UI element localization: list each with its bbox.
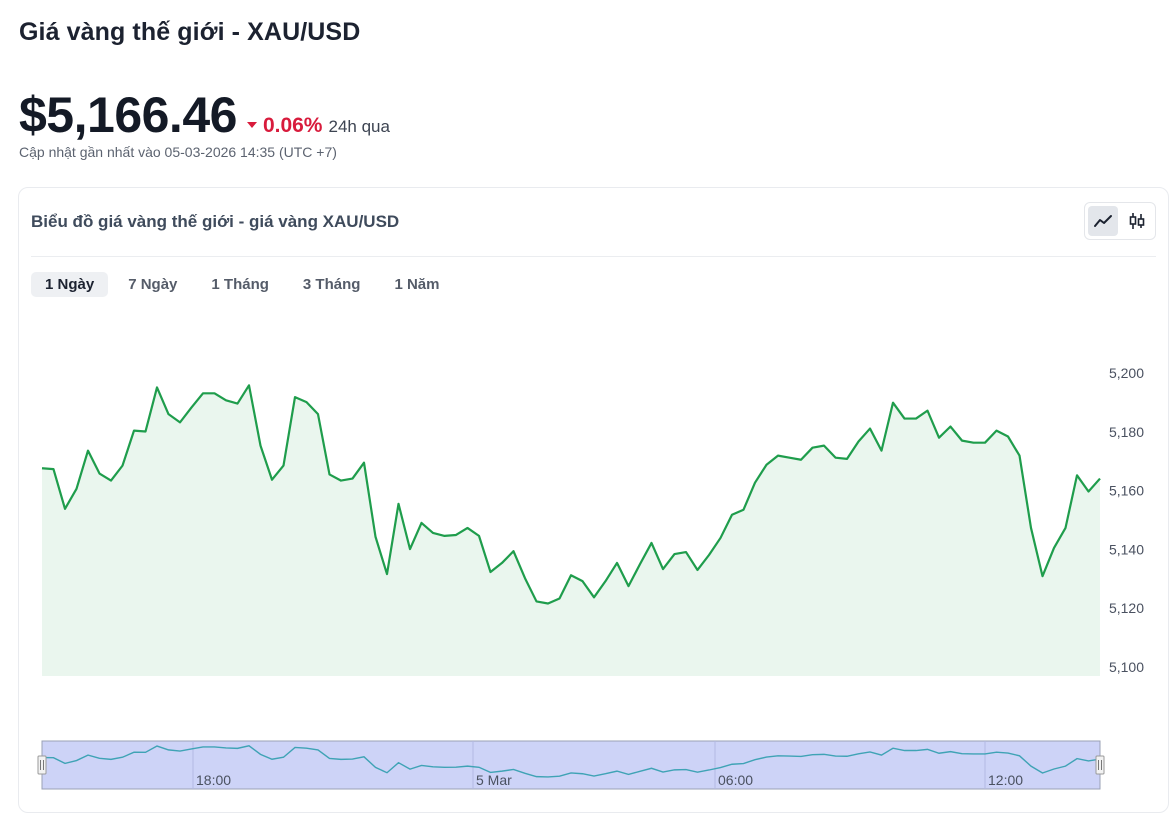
price-row: $5,166.46 0.06% 24h qua	[19, 86, 390, 144]
y-tick-label: 5,180	[1109, 424, 1144, 440]
candlestick-button[interactable]	[1122, 206, 1152, 236]
y-tick-label: 5,200	[1109, 365, 1144, 381]
navigator-window	[41, 740, 1101, 790]
last-updated: Cập nhật gần nhất vào 05-03-2026 14:35 (…	[19, 144, 337, 160]
navigator-label: 5 Mar	[476, 772, 512, 788]
navigator-right-handle[interactable]	[1095, 755, 1105, 775]
navigator-label: 12:00	[988, 772, 1023, 788]
y-tick-label: 5,140	[1109, 541, 1144, 557]
tab-7-days[interactable]: 7 Ngày	[128, 276, 178, 293]
candlestick-icon	[1129, 213, 1145, 229]
y-tick-label: 5,160	[1109, 483, 1144, 499]
navigator-left-handle[interactable]	[37, 755, 47, 775]
change-period: 24h qua	[328, 117, 390, 136]
tab-3-months[interactable]: 3 Tháng	[302, 276, 361, 293]
price-area	[42, 385, 1100, 676]
price-line	[41, 384, 1101, 605]
current-price: $5,166.46	[19, 87, 237, 143]
tab-1-day[interactable]: 1 Ngày	[31, 272, 109, 297]
navigator-label: 18:00	[196, 772, 231, 788]
y-tick-label: 5,100	[1109, 659, 1144, 675]
line-chart-button[interactable]	[1088, 206, 1118, 236]
navigator-line	[41, 745, 1101, 778]
change-percent: 0.06%	[262, 114, 323, 137]
price-change: 0.06% 24h qua	[246, 114, 390, 138]
navigator-label: 06:00	[718, 772, 753, 788]
tab-1-month[interactable]: 1 Tháng	[211, 276, 269, 293]
chart-type-toggle	[1084, 202, 1156, 240]
tab-1-year[interactable]: 1 Năm	[394, 276, 440, 293]
line-chart-icon	[1094, 215, 1112, 227]
range-tabs: 1 Ngày 7 Ngày 1 Tháng 3 Tháng 1 Năm	[31, 272, 453, 297]
y-tick-label: 5,120	[1109, 600, 1144, 616]
chart-card-title: Biểu đồ giá vàng thế giới - giá vàng XAU…	[31, 212, 400, 231]
card-divider	[31, 256, 1156, 257]
down-arrow-icon	[246, 122, 257, 128]
page-title: Giá vàng thế giới - XAU/USD	[19, 18, 361, 46]
